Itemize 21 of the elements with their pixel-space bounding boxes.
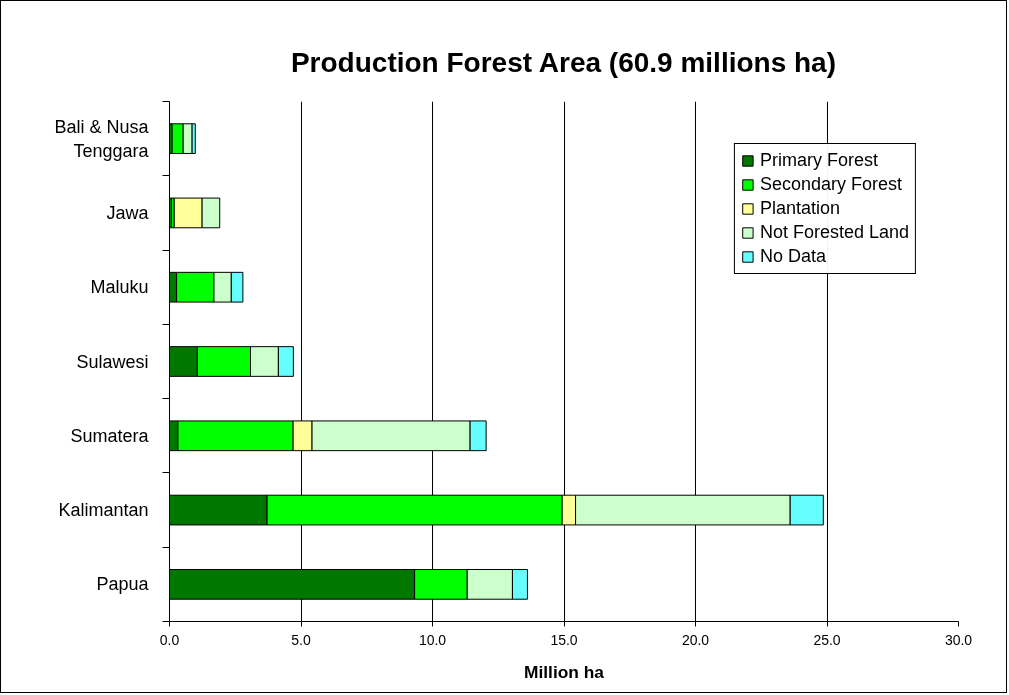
- x-tick-label: 25.0: [813, 631, 841, 648]
- chart-title: Production Forest Area (60.9 millions ha): [290, 46, 837, 78]
- x-tick-label: 5.0: [291, 631, 311, 648]
- x-tick-label: 15.0: [550, 631, 578, 648]
- x-tick-label: 0.0: [159, 631, 180, 648]
- y-tick-label: Sumatera: [70, 425, 150, 446]
- x-tick-label: 10.0: [418, 631, 447, 648]
- y-tick-label: Jawa: [106, 202, 150, 223]
- y-tick-label: Papua: [96, 574, 150, 595]
- x-tick-label: 30.0: [944, 631, 973, 648]
- legend-label: Plantation: [759, 198, 840, 219]
- legend-label: No Data: [759, 246, 826, 267]
- legend-label: Primary Forest: [759, 150, 878, 171]
- y-tick-label: Maluku: [90, 277, 149, 298]
- y-tick-label: Bali & Nusa Tenggara: [54, 116, 150, 161]
- legend-label: Not Forested Land: [759, 222, 909, 243]
- x-tick-label: 20.0: [681, 631, 710, 648]
- x-axis-title: Million ha: [524, 661, 605, 682]
- legend-label: Secondary Forest: [759, 174, 902, 195]
- y-tick-label: Sulawesi: [76, 351, 149, 372]
- y-tick-label: Kalimantan: [58, 500, 149, 521]
